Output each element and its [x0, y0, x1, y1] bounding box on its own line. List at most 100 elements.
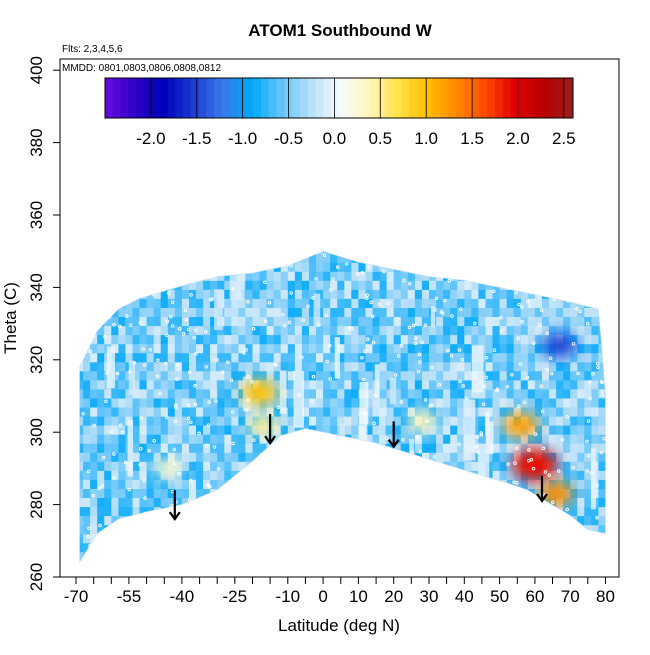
field-cell	[273, 343, 282, 354]
field-cell	[118, 307, 127, 317]
field-cell	[79, 289, 84, 299]
field-cell	[316, 452, 324, 462]
field-cell	[457, 334, 465, 345]
field-cell	[421, 443, 430, 453]
field-cell	[443, 406, 451, 417]
observation-point	[586, 453, 591, 458]
field-cell	[196, 506, 204, 517]
field-cell	[167, 434, 176, 444]
field-cell	[337, 560, 345, 563]
field-cell	[217, 415, 225, 426]
field-cell	[429, 253, 437, 263]
field-cell	[181, 560, 190, 563]
field-cell	[153, 515, 162, 526]
field-cell	[203, 379, 211, 390]
observation-point	[324, 313, 329, 318]
field-cell	[365, 479, 374, 489]
field-cell	[478, 271, 487, 281]
field-cell	[556, 551, 564, 562]
field-cell	[259, 289, 268, 299]
field-cell	[280, 443, 289, 453]
field-cell	[549, 434, 557, 444]
field-cell	[563, 406, 571, 417]
field-cell	[577, 497, 585, 508]
observation-point	[485, 542, 489, 546]
field-cell	[294, 542, 303, 553]
field-cell	[492, 542, 501, 553]
field-cell	[79, 316, 84, 327]
field-cell	[245, 316, 254, 327]
field-cell	[450, 443, 458, 453]
field-cell	[301, 370, 310, 381]
observation-point	[122, 534, 127, 538]
field-cell	[90, 343, 98, 354]
field-cell	[259, 352, 268, 363]
field-cell	[358, 542, 367, 553]
field-cell	[344, 397, 352, 408]
field-cell	[506, 271, 515, 281]
field-cell	[365, 388, 374, 399]
observation-point	[587, 380, 592, 384]
field-cell	[527, 343, 536, 354]
field-cell	[146, 542, 155, 553]
field-cell	[499, 343, 508, 354]
field-cell	[203, 488, 211, 498]
field-cell	[337, 551, 345, 562]
field-cell	[196, 280, 204, 290]
observation-point	[124, 314, 129, 318]
field-cell	[556, 325, 564, 336]
field-cell	[436, 524, 444, 535]
field-cell	[309, 289, 317, 299]
field-cell	[316, 271, 324, 281]
observation-point	[152, 438, 156, 443]
field-cell	[301, 560, 310, 563]
field-cell	[330, 542, 338, 553]
field-cell	[97, 461, 105, 471]
field-cell	[217, 370, 225, 381]
field-cell	[153, 415, 162, 426]
field-cell	[316, 461, 324, 471]
field-cell	[492, 551, 501, 562]
field-cell	[160, 289, 169, 299]
field-cell	[598, 289, 606, 299]
field-cell	[224, 253, 232, 263]
field-cell	[506, 506, 515, 517]
field-cell	[478, 388, 487, 399]
field-cell	[330, 316, 338, 327]
observation-point	[111, 527, 115, 532]
observation-point	[600, 380, 604, 384]
observation-point	[251, 327, 256, 331]
field-cell	[196, 253, 204, 263]
field-cell	[591, 542, 600, 553]
observation-point	[425, 419, 429, 423]
field-cell	[372, 488, 381, 498]
observation-point	[153, 277, 157, 282]
observation-point	[139, 416, 143, 420]
field-cell	[457, 251, 465, 254]
field-cell	[330, 307, 338, 317]
field-cell	[153, 370, 162, 381]
field-cell	[309, 515, 317, 526]
field-cell	[146, 379, 155, 390]
field-cell	[386, 479, 395, 489]
observation-point	[175, 363, 180, 367]
field-cell	[217, 524, 225, 535]
field-cell	[104, 271, 112, 281]
field-cell	[309, 434, 317, 444]
observation-point	[246, 466, 251, 470]
field-cell	[429, 379, 437, 390]
field-cell	[492, 280, 501, 290]
field-cell	[287, 425, 296, 435]
field-cell	[139, 280, 148, 290]
field-cell	[421, 361, 430, 372]
field-cell	[464, 479, 472, 489]
observation-point	[548, 356, 553, 360]
field-cell	[280, 479, 289, 489]
field-cell	[111, 253, 119, 263]
field-cell	[358, 352, 367, 363]
field-cell	[337, 253, 345, 263]
field-cell	[351, 397, 359, 408]
field-cell	[393, 316, 402, 327]
field-cell	[372, 443, 381, 453]
